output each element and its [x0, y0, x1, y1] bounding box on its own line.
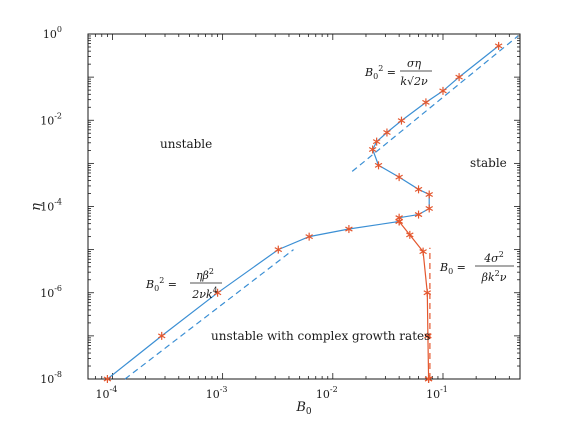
data-point-marker [397, 116, 406, 125]
data-point-marker [103, 375, 112, 383]
data-point-marker [494, 41, 503, 50]
equation-upper: B02 = ση k√2ν [364, 57, 432, 88]
y-tick-label: 100 [43, 25, 62, 41]
data-point-marker [414, 210, 423, 219]
data-point-marker [424, 331, 432, 340]
x-tick-label: 10-4 [96, 385, 118, 401]
svg-text:βk2ν: βk2ν [481, 269, 507, 284]
data-point-marker [406, 230, 414, 239]
equation-lower: B02 = ηβ2 2νk4 [145, 267, 222, 301]
svg-text:k√2ν: k√2ν [400, 75, 428, 88]
region-label-unstable: unstable [160, 137, 212, 151]
data-point-marker [425, 204, 433, 213]
data-point-marker [439, 86, 447, 95]
dashed-asymptote-line [351, 35, 519, 172]
svg-text:ση: ση [407, 57, 422, 70]
y-axis-title: η [29, 203, 44, 211]
x-tick-label: 10-2 [316, 385, 338, 401]
svg-text:B02 =: B02 = [145, 276, 177, 293]
dashed-asymptote-line [124, 249, 294, 380]
data-point-marker [372, 137, 381, 146]
data-point-marker [424, 375, 433, 383]
data-point-marker [423, 288, 432, 297]
data-point-marker [395, 173, 403, 182]
region-label-stable: stable [470, 156, 507, 170]
data-point-marker [213, 288, 222, 297]
region-label-complex: unstable with complex growth rates [211, 329, 430, 343]
svg-text:B02 =: B02 = [364, 64, 396, 81]
svg-text:4σ2: 4σ2 [483, 250, 504, 265]
data-point-marker [368, 145, 377, 154]
data-point-marker [345, 225, 353, 234]
data-point-marker [419, 247, 427, 256]
data-point-marker [157, 331, 166, 340]
x-axis-title: B0 [295, 400, 312, 417]
svg-text:2νk4: 2νk4 [191, 286, 217, 301]
data-point-marker [383, 128, 391, 137]
x-tick-label: 10-3 [206, 385, 228, 401]
series-line [107, 45, 499, 380]
data-point-marker [425, 190, 433, 199]
svg-text:B0 =: B0 = [439, 261, 466, 276]
series-line [398, 221, 430, 380]
data-point-marker [274, 245, 283, 254]
y-tick-label: 10-2 [40, 111, 62, 127]
minor-ticks [87, 34, 521, 379]
data-point-marker [455, 73, 463, 82]
data-point-marker [414, 185, 423, 194]
data-point-marker [422, 98, 430, 107]
equation-right: B0 = 4σ2 βk2ν [439, 250, 514, 284]
data-point-marker [374, 161, 383, 170]
plot-area [87, 33, 521, 380]
series-layer [103, 35, 519, 383]
y-tick-label: 10-8 [40, 370, 62, 386]
x-tick-labels: 10-4 10-3 10-2 10-1 [96, 385, 448, 401]
major-ticks [88, 33, 520, 380]
data-point-marker [305, 232, 313, 241]
y-tick-label: 10-6 [40, 284, 62, 300]
data-point-marker [395, 217, 403, 226]
svg-text:ηβ2: ηβ2 [196, 267, 214, 282]
x-tick-label: 10-1 [426, 385, 448, 401]
